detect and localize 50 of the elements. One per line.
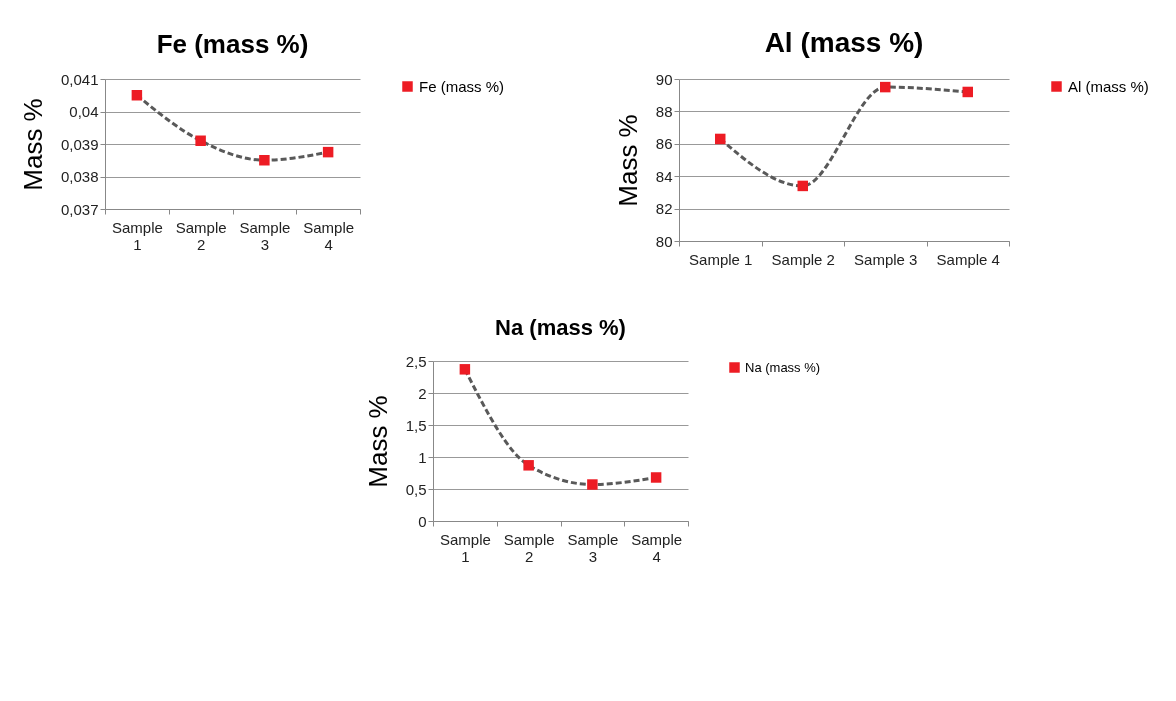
y-tick-label: 0,041 bbox=[60, 70, 99, 88]
y-tick-label: 0,038 bbox=[60, 168, 99, 185]
y-tick-label: 1 bbox=[418, 448, 427, 466]
y-tick-label: 80 bbox=[655, 232, 673, 250]
y-axis-title: Mass % bbox=[362, 395, 393, 488]
point bbox=[962, 86, 973, 98]
x-tick-label: Sample 4 bbox=[936, 250, 1000, 268]
chart-title: Fe (mass %) bbox=[156, 29, 309, 59]
point bbox=[650, 472, 662, 483]
y-tick-label: 2,5 bbox=[405, 352, 427, 370]
point bbox=[459, 364, 471, 375]
point bbox=[715, 133, 726, 145]
x-tick-label: Sample 4 bbox=[303, 218, 355, 253]
point bbox=[880, 81, 891, 93]
legend-label: Al (mass %) bbox=[1068, 77, 1149, 95]
y-tick-label: 0 bbox=[418, 512, 427, 530]
y-tick-label: 1,5 bbox=[405, 416, 427, 434]
legend-label: Na (mass %) bbox=[745, 359, 821, 375]
x-tick-label: Sample 2 bbox=[175, 218, 227, 253]
y-axis-title: Mass % bbox=[612, 114, 643, 207]
point bbox=[195, 135, 206, 146]
x-tick-label: Sample 4 bbox=[631, 530, 683, 565]
y-tick-label: 86 bbox=[655, 135, 673, 153]
legend-label: Fe (mass %) bbox=[419, 77, 505, 95]
chart-title: Na (mass %) bbox=[495, 315, 626, 340]
x-tick-label: Sample 3 bbox=[854, 250, 918, 268]
x-tick-label: Sample 3 bbox=[567, 530, 619, 565]
y-tick-label: 0,037 bbox=[60, 200, 99, 218]
y-tick-label: 90 bbox=[655, 70, 673, 88]
x-tick-label: Sample 1 bbox=[439, 530, 491, 565]
x-tick-label: Sample 1 bbox=[689, 250, 753, 268]
y-tick-label: 84 bbox=[655, 167, 673, 185]
y-tick-label: 0,5 bbox=[405, 480, 427, 498]
chart-title: Al (mass %) bbox=[764, 27, 924, 58]
point bbox=[131, 90, 143, 101]
y-tick-label: 82 bbox=[655, 200, 673, 218]
point bbox=[322, 146, 334, 158]
point bbox=[797, 180, 808, 192]
y-axis-title: Mass % bbox=[17, 98, 48, 191]
y-tick-label: 0,039 bbox=[60, 135, 99, 153]
y-tick-label: 2 bbox=[418, 384, 427, 402]
x-tick-label: Sample 2 bbox=[503, 530, 555, 565]
point bbox=[259, 155, 270, 166]
y-tick-label: 88 bbox=[655, 102, 673, 120]
y-tick-label: 0,04 bbox=[69, 103, 99, 120]
x-tick-label: Sample 3 bbox=[239, 218, 291, 253]
point bbox=[523, 460, 534, 471]
x-tick-label: Sample 1 bbox=[111, 218, 163, 253]
x-tick-label: Sample 2 bbox=[771, 250, 835, 268]
point bbox=[587, 479, 598, 490]
